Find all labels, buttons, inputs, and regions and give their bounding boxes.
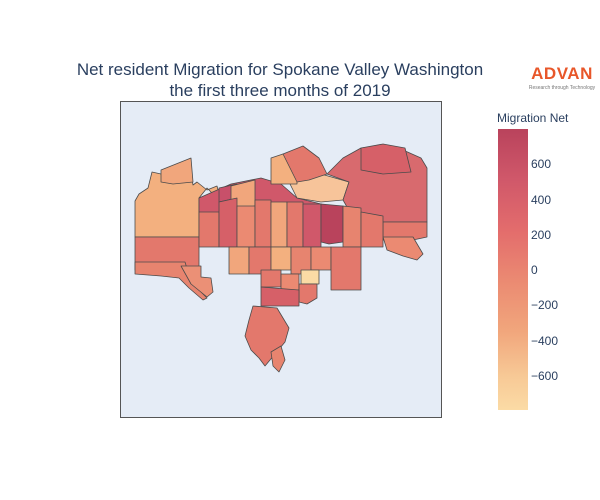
region-grid-4 [254,199,272,248]
colorbar-gradient [498,129,528,410]
colorbar-title: Migration Net [497,111,569,125]
region-mid-7-pale [300,269,320,285]
region-south-3 [298,283,318,305]
region-mid-3 [270,246,292,271]
region-mid-6 [330,246,362,291]
chart-title-line-2: the first three months of 2019 [169,81,391,100]
region-west-south-arm [180,265,214,298]
colorbar-tick: −600 [531,369,559,383]
region-grid-6 [286,201,304,248]
region-grid-2 [218,197,238,248]
region-grid-1 [198,211,220,248]
colorbar-tick: 200 [531,228,552,242]
region-east-bottom [382,236,424,261]
choropleth-map[interactable] [121,102,442,418]
region-south-1 [260,269,282,288]
region-northwest-tract [160,157,194,185]
colorbar-tick: 600 [531,157,552,171]
region-mid-1 [228,246,250,275]
logo-tagline: Research through Technology [528,85,596,91]
region-grid-9 [342,205,362,248]
region-grid-10 [360,211,384,248]
region-grid-3 [236,205,256,248]
region-grid-7 [302,203,322,248]
colorbar-tick: −200 [531,298,559,312]
colorbar-tick: 0 [531,263,538,277]
region-south-2 [280,273,300,291]
region-grid-8-dark [320,203,344,245]
region-grid-5 [270,201,288,248]
colorbar-tick: −400 [531,334,559,348]
colorbar-tick: 400 [531,193,552,207]
region-northeast-upper [360,143,412,175]
logo-wordmark: ADVAN [531,64,593,83]
region-south-peninsula [244,305,290,367]
region-south-tip [270,345,286,373]
region-south-4 [260,286,300,307]
chart-title-line-1: Net resident Migration for Spokane Valle… [76,60,484,79]
map-area[interactable] [120,101,442,418]
region-mid-5 [310,246,332,271]
advan-logo: ADVAN Research through Technology [527,64,597,91]
